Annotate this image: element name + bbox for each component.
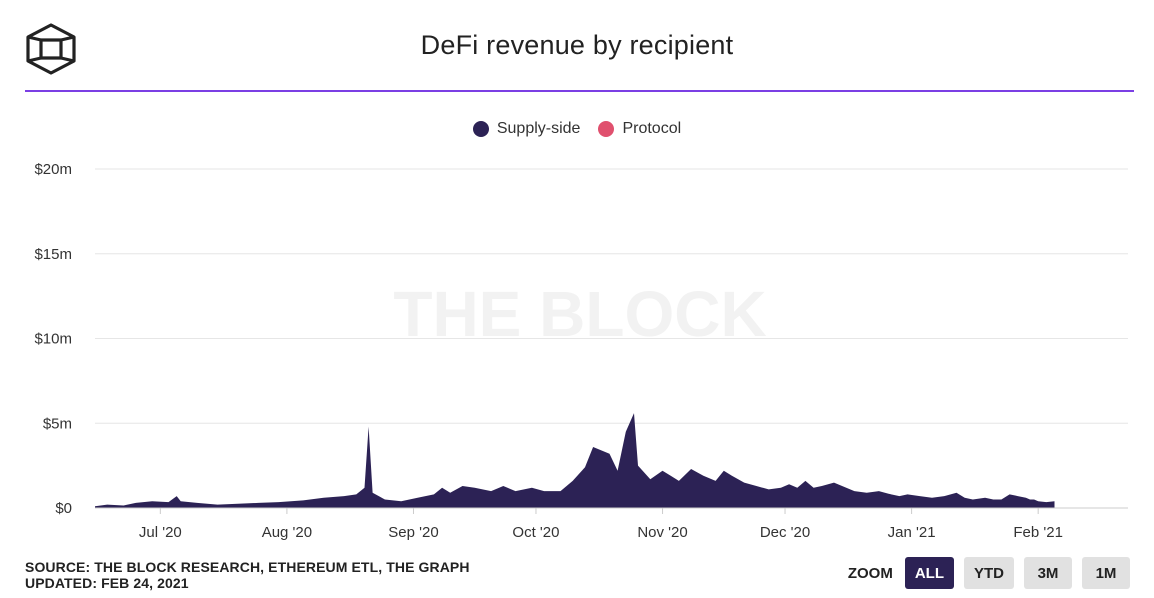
x-tick-label-7: Feb '21 — [1013, 524, 1063, 541]
zoom-all-button[interactable]: ALL — [904, 557, 954, 589]
supply-side-area — [95, 413, 1055, 508]
legend-item-protocol[interactable]: Protocol — [598, 120, 681, 138]
y-tick-label-3: $15m — [34, 246, 72, 263]
legend-label-protocol: Protocol — [622, 120, 682, 137]
x-tick-label-0: Jul '20 — [139, 524, 182, 541]
updated-text: UPDATED: FEB 24, 2021 — [25, 575, 189, 591]
chart-legend: Supply-side Protocol — [0, 120, 1154, 138]
y-tick-label-4: $20m — [34, 161, 72, 178]
the-block-logo-icon — [26, 23, 76, 75]
y-tick-label-1: $5m — [43, 415, 72, 432]
x-tick-label-2: Sep '20 — [388, 524, 438, 541]
zoom-controls: ZOOM ALL YTD 3M 1M — [848, 557, 1130, 589]
legend-item-supply-side[interactable]: Supply-side — [472, 120, 581, 138]
y-axis: $0 $5m $10m $15m $20m — [34, 161, 72, 517]
area-series — [95, 413, 1055, 508]
source-note: SOURCE: THE BLOCK RESEARCH, ETHEREUM ETL… — [25, 559, 470, 591]
zoom-ytd-button[interactable]: YTD — [964, 557, 1014, 589]
title-divider — [25, 90, 1134, 92]
chart-title: DeFi revenue by recipient — [420, 30, 734, 60]
watermark-text: THE BLOCK — [393, 278, 766, 350]
x-tick-label-1: Aug '20 — [262, 524, 312, 541]
x-tick-label-5: Dec '20 — [760, 524, 810, 541]
source-text: SOURCE: THE BLOCK RESEARCH, ETHEREUM ETL… — [25, 559, 470, 575]
supply-side-dot-icon — [472, 121, 489, 137]
zoom-1m-button[interactable]: 1M — [1082, 557, 1130, 589]
legend-label-supply-side: Supply-side — [496, 120, 581, 137]
y-tick-label-0: $0 — [55, 500, 72, 517]
zoom-label: ZOOM — [847, 564, 893, 582]
x-tick-label-6: Jan '21 — [888, 524, 936, 541]
x-tick-label-4: Nov '20 — [637, 524, 687, 541]
y-tick-label-2: $10m — [34, 331, 72, 348]
x-tick-label-3: Oct '20 — [512, 524, 559, 541]
zoom-3m-button[interactable]: 3M — [1024, 557, 1072, 589]
protocol-dot-icon — [598, 121, 615, 137]
x-axis: Jul '20 Aug '20 Sep '20 Oct '20 Nov '20 Dec '… — [95, 507, 1128, 541]
